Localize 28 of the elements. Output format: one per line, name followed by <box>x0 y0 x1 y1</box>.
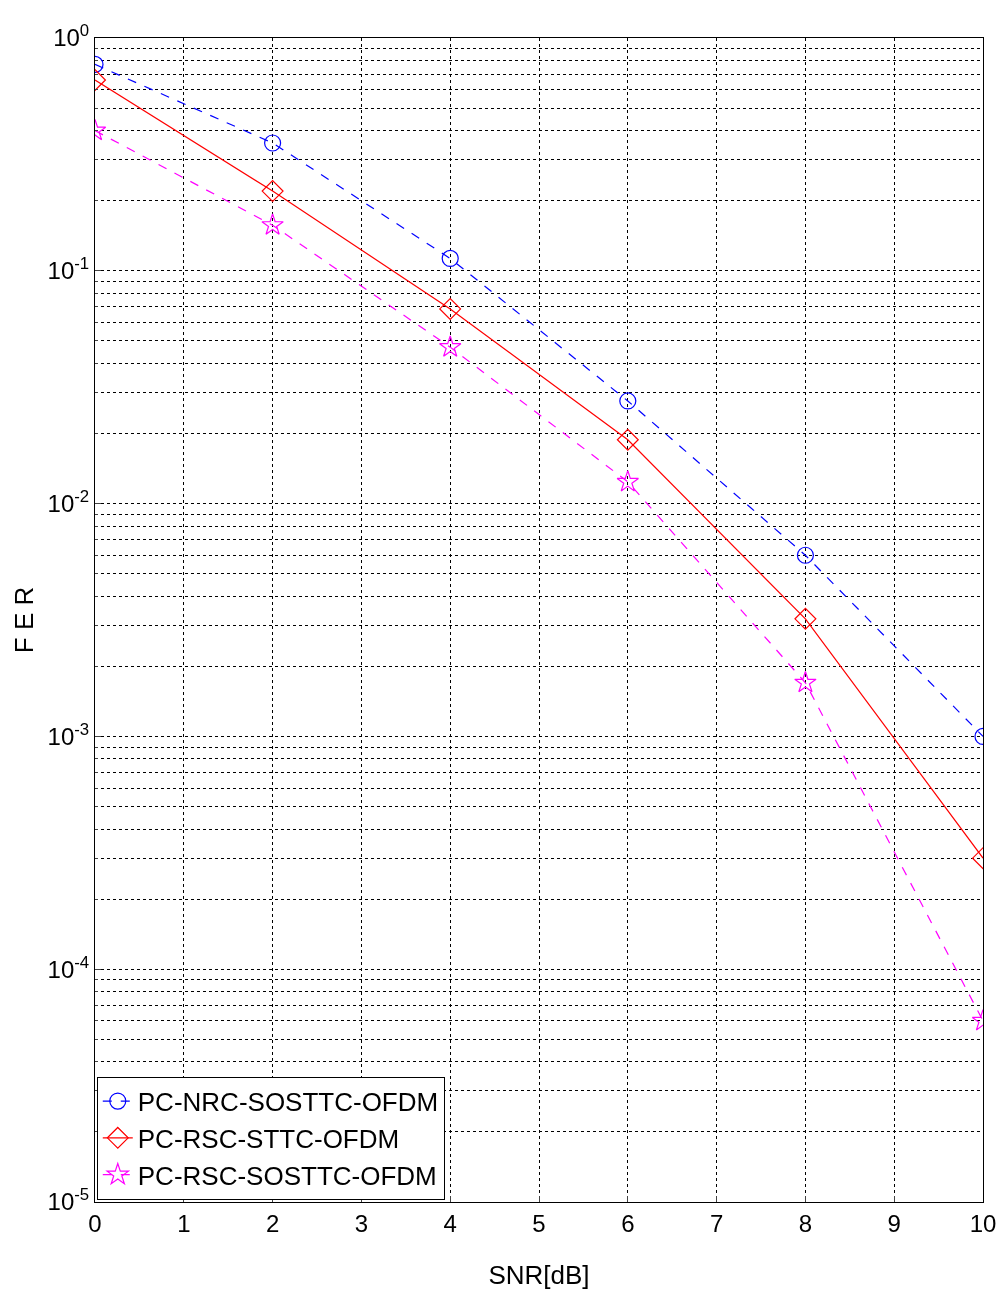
legend-label: PC-RSC-SOSTTC-OFDM <box>137 1160 437 1191</box>
point <box>616 470 640 492</box>
x-tick-label: 5 <box>532 1209 546 1237</box>
x-tick-label: 0 <box>88 1209 102 1237</box>
legend-label: PC-RSC-STTC-OFDM <box>137 1124 400 1155</box>
point <box>616 428 639 451</box>
y-tick-label: 10$^{-1}$ <box>47 254 90 285</box>
x-tick-label: 9 <box>887 1209 901 1237</box>
y-axis-title: F E R <box>9 586 39 654</box>
point <box>438 335 462 357</box>
y-tick-label: 10$^{-2}$ <box>47 486 90 517</box>
y-tick-label: 10$^{-5}$ <box>47 1185 90 1216</box>
point <box>619 392 637 410</box>
y-tick-label: 10$^{-4}$ <box>47 952 90 983</box>
legend-label: PC-NRC-SOSTTC-OFDM <box>137 1087 439 1118</box>
x-tick-label: 7 <box>709 1209 724 1237</box>
x-axis-title: SNR[dB] <box>488 1260 590 1290</box>
x-tick-label: 6 <box>621 1209 635 1237</box>
x-tick-label: 4 <box>443 1209 457 1237</box>
point <box>439 297 462 320</box>
y-tick-label: 10$^{0}$ <box>53 21 90 52</box>
x-tick-label: 3 <box>354 1209 369 1237</box>
x-tick-label: 10 <box>969 1209 997 1237</box>
x-tick-label: 1 <box>177 1209 191 1237</box>
x-tick-label: 8 <box>798 1209 813 1237</box>
y-tick-label: 10$^{-3}$ <box>47 719 90 750</box>
point <box>441 249 459 268</box>
x-tick-label: 2 <box>265 1209 280 1237</box>
